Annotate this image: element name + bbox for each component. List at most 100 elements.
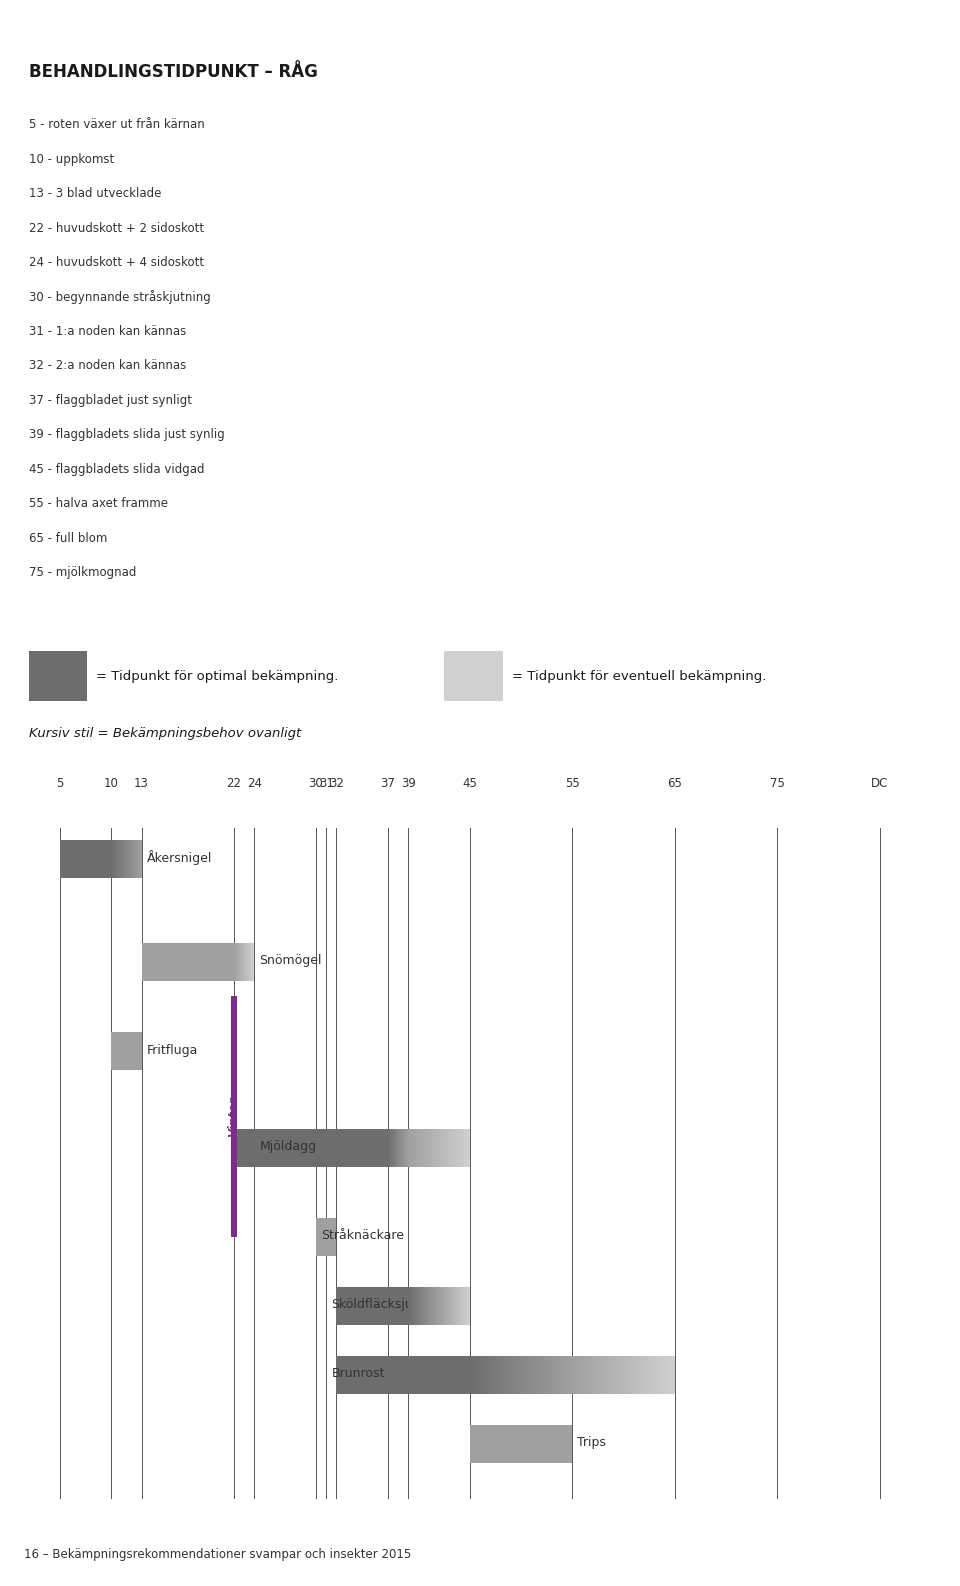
Bar: [532, 1356, 534, 1394]
Text: = Tidpunkt för optimal bekämpning.: = Tidpunkt för optimal bekämpning.: [96, 671, 339, 684]
Bar: [525, 1356, 526, 1394]
Bar: [642, 1356, 643, 1394]
Bar: [519, 1356, 520, 1394]
Bar: [591, 1356, 592, 1394]
Bar: [562, 1356, 564, 1394]
Bar: [613, 1356, 614, 1394]
Text: Snömögel: Snömögel: [259, 955, 322, 967]
Bar: [673, 1356, 674, 1394]
Bar: [549, 1356, 550, 1394]
Bar: [234, 1129, 388, 1167]
Bar: [659, 1356, 660, 1394]
Bar: [490, 1356, 491, 1394]
Bar: [541, 1356, 542, 1394]
Bar: [511, 1356, 512, 1394]
Bar: [551, 1356, 552, 1394]
Text: 32 - 2:a noden kan kännas: 32 - 2:a noden kan kännas: [29, 360, 186, 373]
Bar: [662, 1356, 663, 1394]
Bar: [632, 1356, 633, 1394]
Bar: [469, 1356, 470, 1394]
Bar: [514, 1356, 515, 1394]
Bar: [540, 1356, 541, 1394]
Bar: [529, 1356, 530, 1394]
Bar: [564, 1356, 565, 1394]
Bar: [603, 1356, 604, 1394]
Bar: [615, 1356, 616, 1394]
Bar: [482, 1356, 483, 1394]
Bar: [489, 1356, 490, 1394]
Bar: [534, 1356, 535, 1394]
Bar: [646, 1356, 647, 1394]
Bar: [669, 1356, 670, 1394]
Bar: [530, 1356, 531, 1394]
Bar: [546, 1356, 547, 1394]
Text: 30: 30: [308, 777, 324, 790]
Bar: [581, 1356, 582, 1394]
Bar: [651, 1356, 652, 1394]
Text: Fritfluga: Fritfluga: [147, 1044, 198, 1056]
Bar: [554, 1356, 555, 1394]
Bar: [665, 1356, 666, 1394]
Bar: [555, 1356, 556, 1394]
Bar: [624, 1356, 625, 1394]
Bar: [408, 1129, 469, 1167]
Text: 22: 22: [227, 777, 241, 790]
Bar: [590, 1356, 591, 1394]
Text: 5 - roten växer ut från kärnan: 5 - roten växer ut från kärnan: [29, 119, 204, 132]
Bar: [469, 1356, 572, 1394]
Bar: [500, 1356, 501, 1394]
Bar: [522, 1356, 523, 1394]
Text: 39: 39: [400, 777, 416, 790]
Bar: [501, 1356, 503, 1394]
Bar: [621, 1356, 622, 1394]
Bar: [142, 944, 234, 980]
Text: 45 - flaggbladets slida vidgad: 45 - flaggbladets slida vidgad: [29, 463, 204, 476]
Bar: [637, 1356, 639, 1394]
Bar: [504, 1356, 505, 1394]
Bar: [486, 1356, 487, 1394]
Bar: [520, 1356, 521, 1394]
Bar: [635, 1356, 636, 1394]
Text: 55: 55: [564, 777, 580, 790]
Bar: [484, 1356, 485, 1394]
Bar: [542, 1356, 543, 1394]
Text: 55 - halva axet framme: 55 - halva axet framme: [29, 498, 168, 511]
Bar: [628, 1356, 629, 1394]
Bar: [485, 1356, 486, 1394]
Text: Trips: Trips: [577, 1435, 607, 1450]
Text: Åkersnigel: Åkersnigel: [147, 850, 212, 864]
Bar: [664, 1356, 665, 1394]
Bar: [616, 1356, 617, 1394]
Bar: [336, 1356, 469, 1394]
Bar: [596, 1356, 597, 1394]
Text: 10 - uppkomst: 10 - uppkomst: [29, 152, 114, 165]
Bar: [565, 1356, 566, 1394]
Bar: [547, 1356, 549, 1394]
Bar: [612, 1356, 613, 1394]
Text: Råg: Råg: [27, 16, 86, 49]
Bar: [648, 1356, 649, 1394]
Bar: [640, 1356, 641, 1394]
Bar: [573, 1356, 574, 1394]
Bar: [531, 1356, 532, 1394]
Text: 75: 75: [770, 777, 785, 790]
Bar: [538, 1356, 539, 1394]
Bar: [674, 1356, 675, 1394]
Bar: [602, 1356, 603, 1394]
Bar: [230, 996, 237, 1237]
Bar: [408, 1288, 469, 1324]
Bar: [614, 1356, 615, 1394]
Bar: [561, 1356, 562, 1394]
Text: 13: 13: [134, 777, 149, 790]
Text: DC: DC: [872, 777, 889, 790]
Bar: [553, 1356, 554, 1394]
Bar: [576, 1356, 577, 1394]
Bar: [110, 839, 141, 877]
Bar: [469, 1424, 572, 1462]
Bar: [110, 1032, 141, 1071]
Text: Kursiv stil = Bekämpningsbehov ovanligt: Kursiv stil = Bekämpningsbehov ovanligt: [29, 726, 301, 739]
Bar: [600, 1356, 601, 1394]
Bar: [477, 1356, 478, 1394]
Bar: [641, 1356, 642, 1394]
Bar: [571, 1356, 572, 1394]
